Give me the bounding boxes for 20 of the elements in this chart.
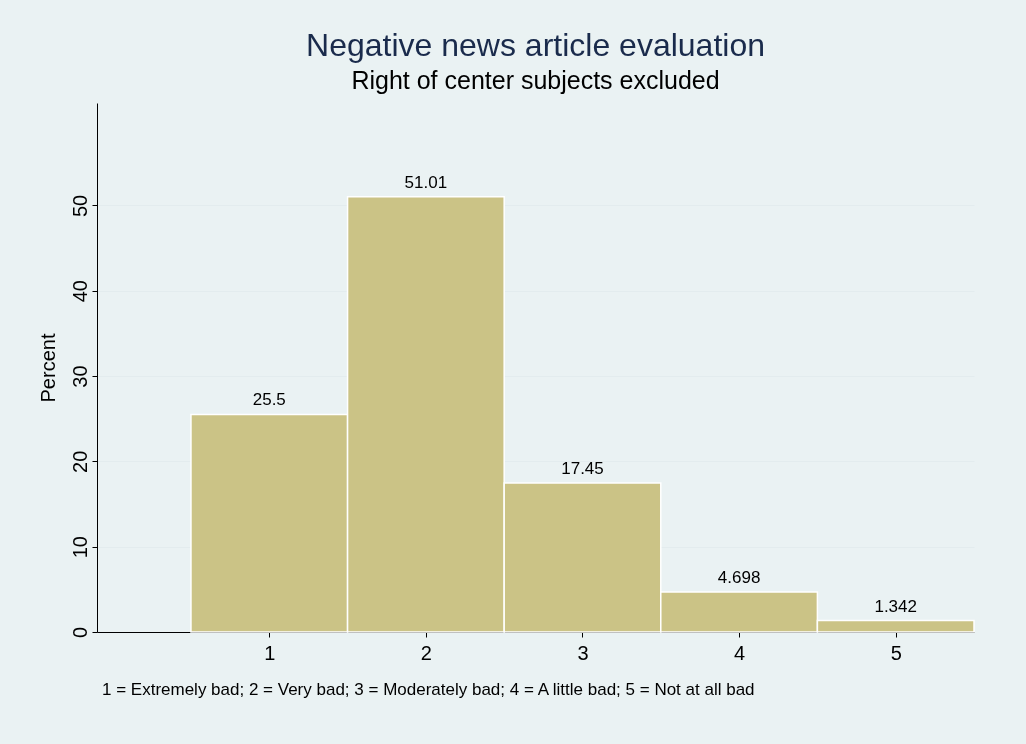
data-label: 17.45 [561, 459, 604, 479]
chart-title: Negative news article evaluation [306, 27, 765, 63]
y-tick-label: 30 [68, 365, 91, 388]
x-tick-label: 2 [420, 641, 432, 664]
y-tick-label: 0 [68, 626, 91, 639]
x-tick-label: 1 [264, 641, 276, 664]
y-tick-label: 40 [68, 280, 91, 303]
chart-subtitle: Right of center subjects excluded [351, 66, 720, 94]
text: 1 = Extremely bad; 2 = Very bad; 3 = Moderately bad; 4 = A little bad; 5 = Not at all bad [102, 680, 755, 699]
y-axis-title: Percent [36, 333, 59, 403]
x-tick-label: 3 [577, 641, 589, 664]
data-label: 25.5 [252, 390, 286, 410]
y-tick-label: 10 [68, 536, 91, 559]
data-label: 1.342 [874, 596, 917, 616]
y-tick-label: 50 [68, 194, 91, 218]
data-label: 4.698 [717, 567, 761, 587]
data-label: 51.01 [404, 172, 448, 192]
x-tick-label: 5 [890, 641, 902, 664]
y-tick-label: 20 [68, 450, 91, 473]
x-tick-label: 4 [734, 641, 746, 664]
